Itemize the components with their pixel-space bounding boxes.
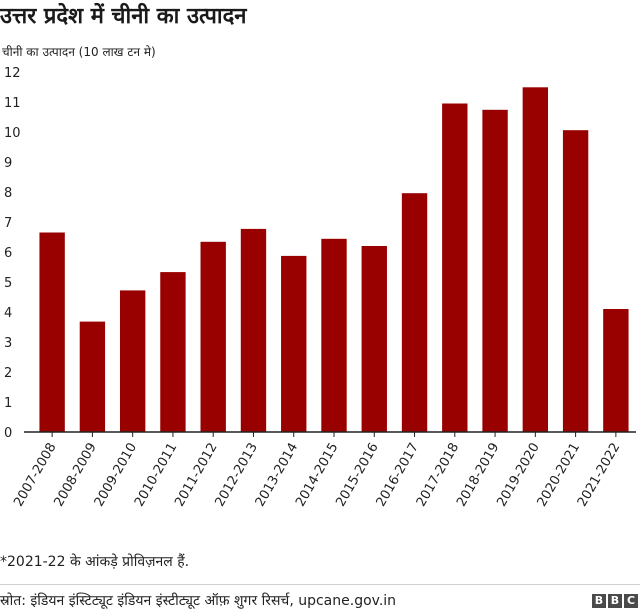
y-tick-label: 8 (4, 186, 12, 201)
bbc-logo-letter: B (608, 594, 622, 608)
bbc-logo: B B C (592, 594, 638, 608)
chart-title: उत्तर प्रदेश में चीनी का उत्पादन (0, 4, 247, 29)
y-tick-label: 5 (4, 276, 12, 291)
y-tick-label: 2 (4, 366, 12, 381)
y-tick-label: 1 (4, 396, 12, 411)
bar-2021-2022 (603, 309, 629, 432)
bar-2009-2010 (119, 290, 146, 432)
y-tick-label: 10 (4, 126, 21, 141)
bar-2012-2013 (240, 228, 267, 432)
y-tick-label: 12 (4, 66, 21, 81)
x-tick-label: 2021-2022 (575, 441, 623, 510)
bar-2013-2014 (281, 255, 307, 432)
source-text: स्रोत: इंडियन इंस्टिट्यूट इंडियन इंस्टीट… (0, 593, 397, 609)
divider (0, 584, 640, 585)
y-tick-label: 3 (4, 336, 12, 351)
bar-2019-2020 (522, 87, 549, 433)
bar-2014-2015 (321, 238, 347, 432)
footnote: *2021-22 के आंकड़े प्रोविज़नल हैं. (0, 554, 190, 570)
bar-2011-2012 (200, 241, 226, 432)
bar-2018-2019 (482, 109, 508, 433)
bars (39, 87, 629, 433)
bbc-logo-letter: B (592, 594, 606, 608)
bar-2007-2008 (39, 232, 65, 432)
x-tick-labels: 2007-20082008-20092009-20102010-20112011… (11, 432, 623, 509)
y-tick-label: 4 (4, 306, 12, 321)
bar-2008-2009 (79, 321, 106, 432)
bbc-logo-letter: C (624, 594, 638, 608)
bar-2015-2016 (361, 246, 387, 432)
bar-2016-2017 (401, 193, 428, 432)
y-axis-label: चीनी का उत्पादन (10 लाख टन मे) (2, 45, 156, 59)
bar-2010-2011 (160, 272, 186, 432)
bar-2020-2021 (562, 130, 589, 432)
y-tick-label: 9 (4, 156, 12, 171)
y-tick-label: 11 (4, 96, 21, 111)
y-tick-label: 7 (4, 216, 12, 231)
y-tick-label: 0 (4, 426, 12, 441)
bar-2017-2018 (442, 103, 468, 432)
y-tick-label: 6 (4, 246, 12, 261)
